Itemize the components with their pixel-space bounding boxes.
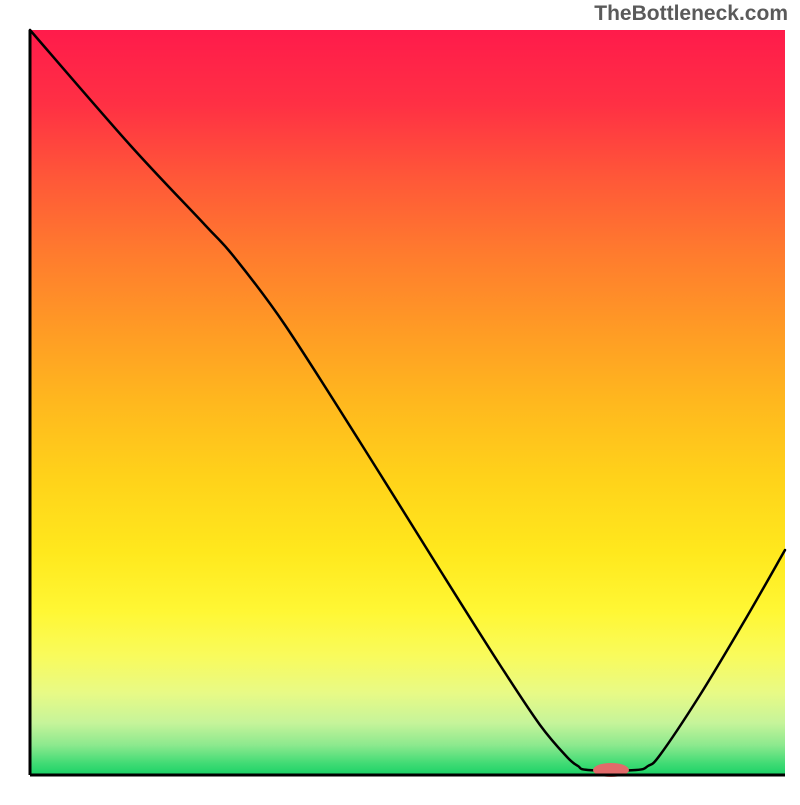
watermark-text: TheBottleneck.com xyxy=(594,2,788,26)
chart-background xyxy=(30,30,785,775)
bottleneck-chart xyxy=(0,0,800,800)
